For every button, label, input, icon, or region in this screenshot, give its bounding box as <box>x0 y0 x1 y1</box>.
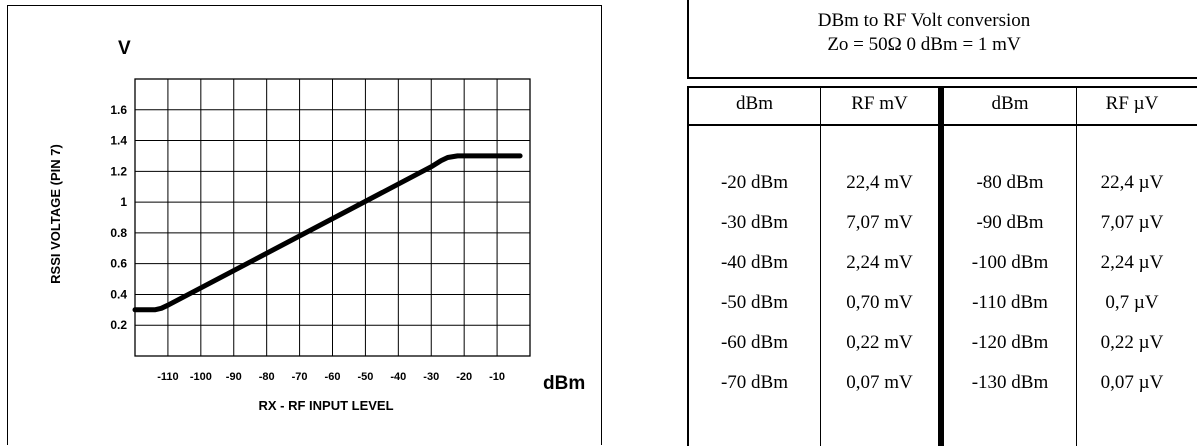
y-tick-label: 1 <box>120 195 127 209</box>
y-tick-label: 0.6 <box>110 257 127 271</box>
y-tick-label: 0.8 <box>110 226 127 240</box>
x-tick-label: -30 <box>423 371 439 383</box>
cell-rf-uv: 0,22 µV <box>1100 332 1164 353</box>
cell-dbm-high: -50 dBm <box>720 292 789 313</box>
x-tick-label: -80 <box>259 371 275 383</box>
cell-dbm-low: -80 dBm <box>976 172 1044 193</box>
cell-dbm-high: -30 dBm <box>720 212 789 233</box>
cell-rf-mv: 0,70 mV <box>846 292 913 313</box>
conversion-subtitle: Zo = 50Ω 0 dBm = 1 mV <box>827 34 1021 55</box>
y-axis-title: RSSI VOLTAGE (PIN 7) <box>48 144 63 284</box>
y-tick-label: 0.2 <box>110 318 127 332</box>
cell-rf-uv: 2,24 µV <box>1100 252 1164 273</box>
cell-dbm-low: -130 dBm <box>971 372 1049 393</box>
header-dbm: dBm <box>736 93 773 114</box>
cell-rf-uv: 0,7 µV <box>1105 292 1159 313</box>
x-tick-label: -20 <box>456 371 472 383</box>
x-tick-label: -10 <box>489 371 505 383</box>
x-tick-label: -70 <box>292 371 308 383</box>
x-tick-label: -60 <box>325 371 341 383</box>
table-top-rule <box>687 86 1197 88</box>
cell-dbm-high: -60 dBm <box>720 332 789 353</box>
x-tick-label: -50 <box>357 371 373 383</box>
table-divider <box>1076 86 1077 446</box>
conversion-table: dBm RF mV dBm RF µV -20 dBm 22,4 mV -80 dB… <box>687 86 1197 446</box>
cell-dbm-low: -100 dBm <box>971 252 1049 273</box>
x-tick-label: -40 <box>390 371 406 383</box>
chart-panel: -110 -100 -90 -80 -70 -60 -50 -40 -30 -20 -10 0.2 0.… <box>7 5 602 445</box>
table-divider <box>820 86 821 446</box>
conversion-title: DBm to RF Volt conversion <box>817 10 1031 31</box>
table-double-divider <box>938 86 944 446</box>
cell-dbm-high: -20 dBm <box>720 172 789 193</box>
cell-rf-mv: 0,07 mV <box>846 372 913 393</box>
y-tick-label: 1.4 <box>110 134 127 148</box>
cell-dbm-high: -40 dBm <box>720 252 789 273</box>
cell-dbm-low: -110 dBm <box>972 292 1048 313</box>
cell-rf-uv: 0,07 µV <box>1100 372 1164 393</box>
cell-rf-mv: 0,22 mV <box>846 332 913 353</box>
y-unit-label: V <box>118 38 131 59</box>
rssi-chart: -110 -100 -90 -80 -70 -60 -50 -40 -30 -20 -10 0.2 0.… <box>48 38 585 413</box>
y-tick-label: 1.2 <box>110 164 127 178</box>
cell-dbm-low: -120 dBm <box>971 332 1049 353</box>
cell-dbm-high: -70 dBm <box>720 372 789 393</box>
cell-rf-uv: 22,4 µV <box>1100 172 1164 193</box>
conversion-header: DBm to RF Volt conversion Zo = 50Ω 0 dBm… <box>687 0 1197 79</box>
cell-rf-mv: 7,07 mV <box>846 212 913 233</box>
table-header-rule <box>687 124 1197 126</box>
header-dbm: dBm <box>991 93 1029 114</box>
cell-rf-uv: 7,07 µV <box>1100 212 1164 233</box>
header-rf-uv: RF µV <box>1105 93 1159 114</box>
header-rf-mv: RF mV <box>851 93 908 114</box>
rssi-curve <box>132 153 523 313</box>
x-tick-label: -100 <box>190 371 212 383</box>
y-tick-label: 0.4 <box>110 287 127 301</box>
cell-rf-mv: 2,24 mV <box>846 252 913 273</box>
x-tick-label: -90 <box>226 371 242 383</box>
cell-dbm-low: -90 dBm <box>976 212 1044 233</box>
x-unit-label: dBm <box>543 373 585 394</box>
cell-rf-mv: 22,4 mV <box>846 172 913 193</box>
x-tick-label: -110 <box>157 371 178 383</box>
table-border-left <box>687 86 689 446</box>
y-tick-label: 1.6 <box>110 103 127 117</box>
x-axis-title: RX - RF INPUT LEVEL <box>258 398 393 413</box>
